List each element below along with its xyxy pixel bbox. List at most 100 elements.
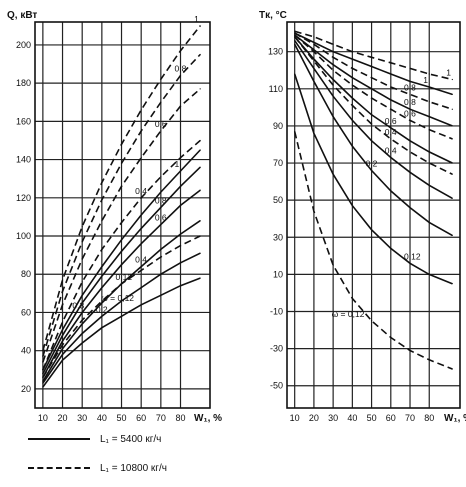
series-label: ω = 0,12: [101, 293, 134, 303]
data-point: [160, 101, 162, 103]
data-point: [42, 382, 44, 384]
data-point: [140, 304, 142, 306]
series-label: 0,8: [155, 195, 167, 205]
data-point: [61, 279, 64, 281]
data-point: [390, 247, 392, 250]
data-point: [140, 243, 142, 245]
data-point: [332, 43, 334, 45]
data-point: [351, 97, 353, 99]
data-point: [160, 130, 162, 132]
data-point: [179, 170, 182, 172]
data-point: [140, 197, 142, 199]
data-point: [294, 34, 296, 36]
data-point: [332, 95, 334, 97]
series-label: 0,12: [404, 251, 421, 261]
y-axis-label: Tк, °C: [259, 10, 287, 21]
data-point: [160, 273, 162, 275]
legend-solid: L₁ = 5400 кг/ч: [28, 431, 161, 447]
data-point: [451, 197, 453, 199]
x-tick-label: 60: [136, 413, 146, 423]
data-point: [101, 265, 103, 268]
data-point: [120, 185, 123, 187]
data-point: [313, 210, 315, 212]
data-point: [370, 77, 373, 79]
data-point: [101, 248, 103, 250]
data-point: [199, 220, 201, 222]
data-point: [409, 119, 411, 121]
series-label: 1: [423, 75, 428, 85]
data-point: [120, 315, 123, 317]
data-point: [370, 65, 373, 68]
data-point: [179, 185, 182, 187]
data-point: [81, 241, 83, 243]
data-point: [313, 51, 315, 53]
data-point: [451, 162, 453, 164]
data-point: [140, 214, 142, 216]
data-point: [61, 348, 64, 350]
data-point: [428, 86, 430, 88]
data-point: [294, 39, 296, 42]
data-point: [351, 77, 353, 79]
x-tick-label: 50: [367, 413, 377, 423]
data-point: [61, 344, 64, 346]
data-point: [409, 80, 411, 82]
data-point: [42, 361, 44, 363]
data-point: [451, 78, 453, 81]
data-point: [428, 273, 430, 275]
data-point: [179, 74, 182, 77]
series-label: 1: [194, 14, 199, 24]
data-point: [370, 56, 373, 58]
data-point: [140, 109, 142, 111]
data-point: [294, 30, 296, 32]
y-tick-label: 80: [21, 269, 31, 279]
data-point: [101, 300, 103, 302]
data-point: [351, 51, 353, 53]
series-line: [42, 53, 201, 357]
x-tick-label: 80: [175, 413, 185, 423]
data-point: [428, 162, 430, 164]
series-label: 0,2: [366, 158, 378, 168]
data-point: [160, 294, 162, 296]
data-point: [81, 319, 83, 321]
data-point: [370, 320, 373, 322]
data-point: [390, 190, 392, 192]
data-point: [351, 145, 353, 147]
data-point: [390, 336, 392, 339]
data-point: [390, 62, 392, 64]
x-tick-label: 10: [290, 413, 300, 423]
data-point: [160, 223, 162, 226]
data-point: [294, 73, 296, 75]
data-point: [451, 93, 453, 95]
y-tick-label: 40: [21, 346, 31, 356]
series-label: ω = 0,12: [332, 309, 365, 319]
data-point: [101, 220, 103, 222]
data-point: [370, 114, 373, 116]
data-point: [120, 162, 123, 165]
data-point: [179, 157, 182, 159]
y-tick-label: -50: [270, 381, 283, 391]
y-tick-label: -10: [270, 307, 283, 317]
data-point: [160, 176, 162, 178]
y-tick-label: 100: [16, 231, 31, 241]
data-point: [390, 127, 392, 129]
data-point: [351, 119, 353, 121]
data-point: [42, 350, 44, 352]
data-point: [428, 359, 430, 361]
x-tick-label: 40: [347, 413, 357, 423]
data-point: [61, 321, 64, 323]
y-tick-label: 90: [273, 121, 283, 131]
data-point: [370, 169, 373, 172]
data-point: [179, 262, 182, 264]
data-point: [294, 43, 296, 45]
legend-solid-line: [28, 438, 90, 440]
data-point: [313, 41, 315, 44]
chart-left-heat-output: 10 20 30 40 50 60 70 80 20 40 60 80 100 120 140 160 180 2…: [7, 10, 222, 424]
data-point: [120, 264, 123, 266]
data-point: [140, 130, 142, 132]
data-point: [120, 283, 123, 285]
series-label: 0,4: [385, 145, 397, 155]
data-point: [390, 156, 392, 159]
data-point: [428, 221, 430, 224]
data-point: [140, 227, 142, 229]
